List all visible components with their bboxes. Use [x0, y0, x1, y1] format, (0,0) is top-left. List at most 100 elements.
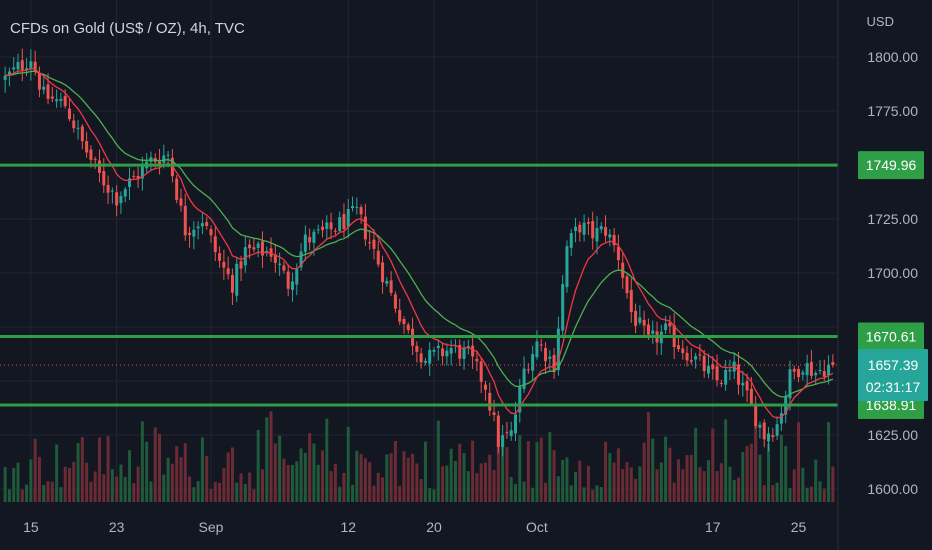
candle[interactable]: [115, 185, 119, 217]
candle[interactable]: [741, 370, 745, 397]
candle[interactable]: [423, 357, 427, 366]
candle[interactable]: [681, 339, 685, 360]
candle[interactable]: [316, 224, 320, 234]
candle[interactable]: [385, 277, 389, 287]
candle[interactable]: [531, 345, 535, 382]
candle[interactable]: [29, 49, 33, 81]
candle[interactable]: [599, 222, 603, 234]
candle[interactable]: [715, 354, 719, 387]
candle[interactable]: [338, 211, 342, 234]
candle[interactable]: [230, 268, 234, 305]
candle[interactable]: [406, 322, 410, 334]
candle[interactable]: [359, 204, 363, 224]
candle[interactable]: [140, 156, 144, 191]
candle[interactable]: [260, 231, 264, 268]
candle[interactable]: [80, 124, 84, 150]
candle[interactable]: [608, 229, 612, 247]
candle[interactable]: [788, 360, 792, 411]
candle[interactable]: [612, 228, 616, 252]
candle[interactable]: [209, 225, 213, 243]
candle[interactable]: [737, 352, 741, 395]
candle[interactable]: [269, 237, 273, 262]
candle[interactable]: [595, 216, 599, 255]
candle[interactable]: [252, 239, 256, 253]
candle[interactable]: [706, 353, 710, 379]
candle[interactable]: [59, 92, 63, 108]
candle[interactable]: [299, 243, 303, 271]
candle[interactable]: [368, 230, 372, 250]
candle[interactable]: [634, 303, 638, 334]
candle[interactable]: [775, 416, 779, 440]
candle[interactable]: [809, 350, 813, 380]
candle[interactable]: [702, 349, 706, 378]
candle[interactable]: [235, 257, 239, 302]
candle[interactable]: [355, 197, 359, 215]
candle[interactable]: [762, 419, 766, 448]
candle[interactable]: [346, 199, 350, 239]
candle[interactable]: [93, 156, 97, 169]
candle[interactable]: [638, 305, 642, 326]
candle[interactable]: [175, 175, 179, 204]
candle[interactable]: [539, 338, 543, 352]
candle[interactable]: [664, 315, 668, 334]
candle[interactable]: [445, 343, 449, 366]
candle[interactable]: [642, 310, 646, 337]
candle[interactable]: [183, 193, 187, 241]
candle[interactable]: [458, 339, 462, 367]
candle[interactable]: [428, 342, 432, 376]
candle[interactable]: [136, 166, 140, 188]
candle[interactable]: [449, 339, 453, 366]
candle[interactable]: [7, 67, 11, 87]
candle[interactable]: [205, 216, 209, 230]
candle[interactable]: [604, 215, 608, 242]
candle[interactable]: [72, 113, 76, 133]
candle[interactable]: [325, 215, 329, 239]
candle[interactable]: [552, 347, 556, 379]
candle[interactable]: [376, 240, 380, 268]
candle[interactable]: [37, 66, 41, 98]
candle[interactable]: [724, 359, 728, 391]
candlesticks[interactable]: [3, 48, 835, 457]
candle[interactable]: [492, 399, 496, 422]
candle[interactable]: [694, 352, 698, 369]
candle[interactable]: [771, 427, 775, 442]
candle[interactable]: [827, 355, 831, 385]
candle[interactable]: [200, 213, 204, 235]
candle[interactable]: [779, 404, 783, 432]
candle[interactable]: [471, 333, 475, 369]
candle[interactable]: [689, 348, 693, 365]
candle[interactable]: [419, 347, 423, 369]
candle[interactable]: [273, 243, 277, 273]
candle[interactable]: [12, 57, 16, 76]
candle[interactable]: [651, 320, 655, 344]
candle[interactable]: [363, 203, 367, 246]
candle[interactable]: [565, 240, 569, 293]
candle[interactable]: [728, 359, 732, 380]
candle[interactable]: [745, 373, 749, 403]
candle[interactable]: [196, 221, 200, 240]
candle[interactable]: [303, 225, 307, 261]
candle[interactable]: [792, 365, 796, 380]
candle[interactable]: [479, 357, 483, 394]
candle[interactable]: [67, 99, 71, 122]
candle[interactable]: [222, 249, 226, 280]
candle[interactable]: [488, 382, 492, 416]
candle[interactable]: [402, 316, 406, 334]
candle[interactable]: [522, 356, 526, 393]
candle[interactable]: [226, 256, 230, 280]
candle[interactable]: [243, 236, 247, 273]
candle[interactable]: [629, 278, 633, 323]
candle[interactable]: [509, 421, 513, 441]
candle[interactable]: [578, 221, 582, 242]
candle[interactable]: [188, 226, 192, 248]
candle[interactable]: [698, 343, 702, 361]
candle[interactable]: [132, 170, 136, 179]
candle[interactable]: [3, 66, 7, 93]
candle[interactable]: [321, 220, 325, 238]
candle[interactable]: [569, 229, 573, 257]
candle[interactable]: [333, 228, 337, 235]
candle[interactable]: [393, 291, 397, 313]
candle[interactable]: [158, 148, 162, 175]
candle[interactable]: [685, 345, 689, 367]
candle[interactable]: [76, 119, 80, 140]
